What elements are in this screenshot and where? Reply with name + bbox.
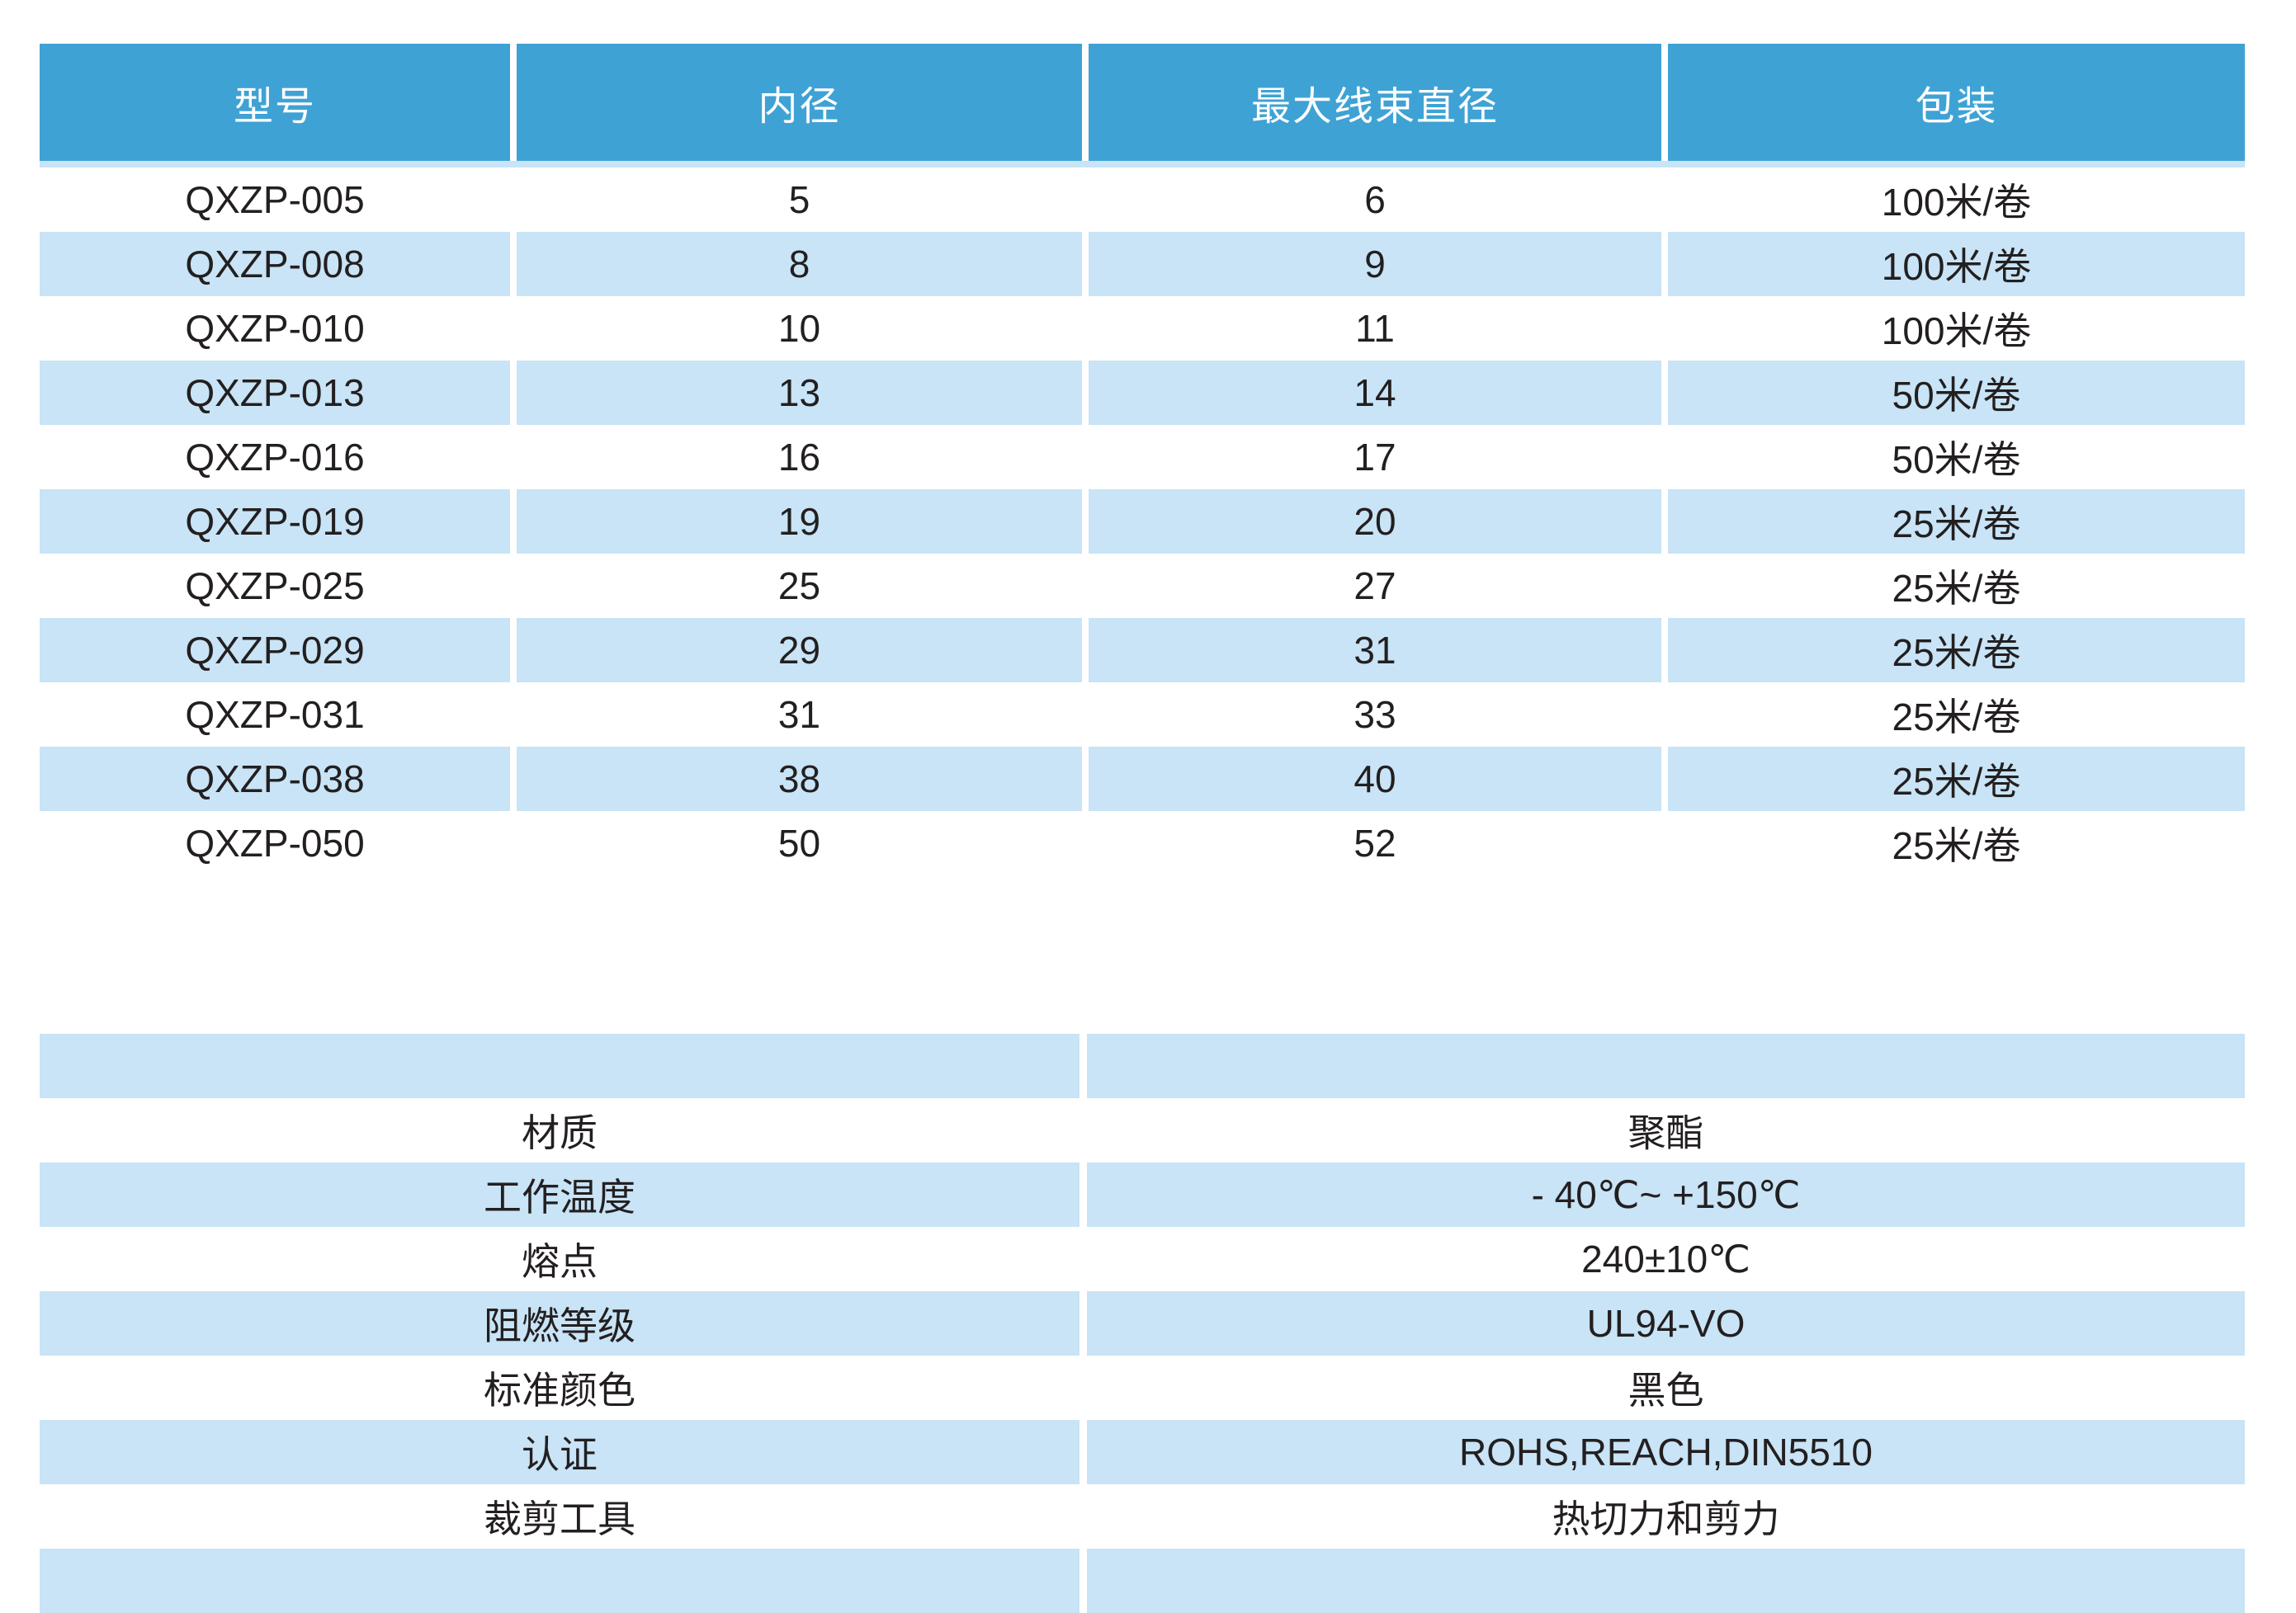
column-header-model: 型号	[40, 44, 510, 161]
table-row: QXZP-008 8 9 100米/卷	[40, 232, 2245, 296]
table-row: QXZP-010 10 11 100米/卷	[40, 296, 2245, 361]
property-row: 熔点 240±10℃	[40, 1227, 2245, 1291]
model-cell: QXZP-025	[40, 554, 510, 618]
property-value: 黑色	[1087, 1356, 2245, 1420]
model-cell: QXZP-008	[40, 232, 510, 296]
table-row: QXZP-016 16 17 50米/卷	[40, 425, 2245, 489]
packaging-cell: 25米/卷	[1668, 554, 2245, 618]
max-bundle-diameter-cell: 6	[1089, 167, 1661, 232]
max-bundle-diameter-cell: 11	[1089, 296, 1661, 361]
table-row: QXZP-050 50 52 25米/卷	[40, 811, 2245, 875]
header-underline-strip	[40, 161, 2245, 167]
inner-diameter-cell: 25	[517, 554, 1082, 618]
inner-diameter-cell: 19	[517, 489, 1082, 554]
inner-diameter-cell: 31	[517, 682, 1082, 747]
property-label: 阻燃等级	[40, 1291, 1079, 1356]
table-row: QXZP-025 25 27 25米/卷	[40, 554, 2245, 618]
property-row	[40, 1034, 2245, 1098]
max-bundle-diameter-cell: 27	[1089, 554, 1661, 618]
max-bundle-diameter-cell: 17	[1089, 425, 1661, 489]
max-bundle-diameter-cell: 14	[1089, 361, 1661, 425]
property-row: 认证 ROHS,REACH,DIN5510	[40, 1420, 2245, 1484]
packaging-cell: 100米/卷	[1668, 296, 2245, 361]
model-cell: QXZP-031	[40, 682, 510, 747]
property-value	[1087, 1549, 2245, 1613]
property-value: - 40℃~ +150℃	[1087, 1163, 2245, 1227]
property-row: 材质 聚酯	[40, 1098, 2245, 1163]
max-bundle-diameter-cell: 31	[1089, 618, 1661, 682]
property-label: 标准颜色	[40, 1356, 1079, 1420]
table-row: QXZP-005 5 6 100米/卷	[40, 167, 2245, 232]
spec-table: 型号 内径 最大线束直径 包装 QXZP-005 5 6 100米/卷 QXZP-008…	[40, 44, 2245, 875]
table-row: QXZP-031 31 33 25米/卷	[40, 682, 2245, 747]
inner-diameter-cell: 50	[517, 811, 1082, 875]
property-label	[40, 1034, 1079, 1098]
model-cell: QXZP-050	[40, 811, 510, 875]
packaging-cell: 50米/卷	[1668, 425, 2245, 489]
max-bundle-diameter-cell: 9	[1089, 232, 1661, 296]
packaging-cell: 50米/卷	[1668, 361, 2245, 425]
inner-diameter-cell: 10	[517, 296, 1082, 361]
property-row: 标准颜色 黑色	[40, 1356, 2245, 1420]
packaging-cell: 100米/卷	[1668, 167, 2245, 232]
property-value: 聚酯	[1087, 1098, 2245, 1163]
inner-diameter-cell: 16	[517, 425, 1082, 489]
property-label: 裁剪工具	[40, 1484, 1079, 1549]
model-cell: QXZP-010	[40, 296, 510, 361]
model-cell: QXZP-005	[40, 167, 510, 232]
property-value: 240±10℃	[1087, 1227, 2245, 1291]
packaging-cell: 25米/卷	[1668, 811, 2245, 875]
packaging-cell: 100米/卷	[1668, 232, 2245, 296]
inner-diameter-cell: 5	[517, 167, 1082, 232]
inner-diameter-cell: 13	[517, 361, 1082, 425]
property-row: 工作温度 - 40℃~ +150℃	[40, 1163, 2245, 1227]
model-cell: QXZP-019	[40, 489, 510, 554]
property-value: 热切力和剪力	[1087, 1484, 2245, 1549]
property-table: 材质 聚酯 工作温度 - 40℃~ +150℃ 熔点 240±10℃ 阻燃等级 UL94-VO…	[40, 1034, 2245, 1613]
max-bundle-diameter-cell: 40	[1089, 747, 1661, 811]
property-label: 熔点	[40, 1227, 1079, 1291]
max-bundle-diameter-cell: 52	[1089, 811, 1661, 875]
property-label	[40, 1549, 1079, 1613]
property-row: 裁剪工具 热切力和剪力	[40, 1484, 2245, 1549]
column-header-max-bundle-diameter: 最大线束直径	[1089, 44, 1661, 161]
property-row: 阻燃等级 UL94-VO	[40, 1291, 2245, 1356]
table-row: QXZP-019 19 20 25米/卷	[40, 489, 2245, 554]
packaging-cell: 25米/卷	[1668, 489, 2245, 554]
column-header-packaging: 包装	[1668, 44, 2245, 161]
property-value: ROHS,REACH,DIN5510	[1087, 1420, 2245, 1484]
property-row	[40, 1549, 2245, 1613]
table-row: QXZP-013 13 14 50米/卷	[40, 361, 2245, 425]
max-bundle-diameter-cell: 20	[1089, 489, 1661, 554]
max-bundle-diameter-cell: 33	[1089, 682, 1661, 747]
property-label: 材质	[40, 1098, 1079, 1163]
table-row: QXZP-029 29 31 25米/卷	[40, 618, 2245, 682]
spec-table-body: QXZP-005 5 6 100米/卷 QXZP-008 8 9 100米/卷 QXZP-010…	[40, 167, 2245, 875]
property-value: UL94-VO	[1087, 1291, 2245, 1356]
column-header-inner-diameter: 内径	[517, 44, 1082, 161]
inner-diameter-cell: 38	[517, 747, 1082, 811]
model-cell: QXZP-029	[40, 618, 510, 682]
table-row: QXZP-038 38 40 25米/卷	[40, 747, 2245, 811]
property-label: 认证	[40, 1420, 1079, 1484]
property-value	[1087, 1034, 2245, 1098]
packaging-cell: 25米/卷	[1668, 618, 2245, 682]
model-cell: QXZP-013	[40, 361, 510, 425]
property-label: 工作温度	[40, 1163, 1079, 1227]
packaging-cell: 25米/卷	[1668, 747, 2245, 811]
packaging-cell: 25米/卷	[1668, 682, 2245, 747]
spec-table-header: 型号 内径 最大线束直径 包装	[40, 44, 2245, 161]
inner-diameter-cell: 29	[517, 618, 1082, 682]
model-cell: QXZP-016	[40, 425, 510, 489]
inner-diameter-cell: 8	[517, 232, 1082, 296]
model-cell: QXZP-038	[40, 747, 510, 811]
